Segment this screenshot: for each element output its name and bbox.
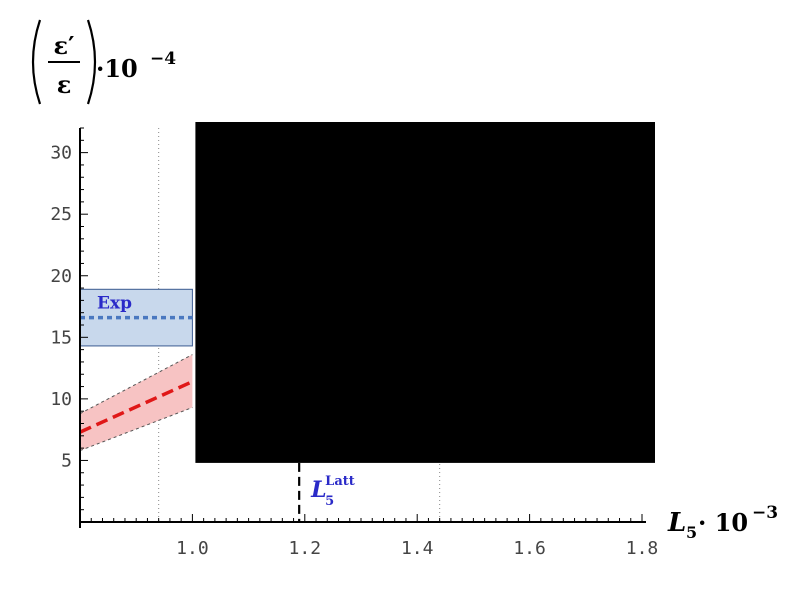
prediction-lower-edge	[79, 407, 193, 452]
y-label-right-paren	[86, 19, 97, 105]
y-axis-label: ε′ ε ·10 −4	[31, 19, 176, 105]
y-tick-label: 10	[50, 389, 72, 410]
x-tick-label: 1.8	[626, 538, 659, 559]
y-label-denominator: ε	[57, 70, 72, 99]
y-tick-label: 20	[50, 266, 72, 287]
y-label-left-paren	[31, 19, 42, 105]
y-tick-label: 30	[50, 143, 72, 164]
redacted-region	[195, 122, 655, 463]
x-tick-label: 1.0	[176, 538, 209, 559]
y-tick-label: 5	[61, 450, 72, 471]
y-label-factor-exponent: −4	[150, 49, 176, 69]
y-label-factor: ·10	[96, 54, 138, 83]
x-label-factor: · 10	[698, 508, 748, 537]
prediction-band	[80, 354, 193, 451]
x-tick-label: 1.4	[401, 538, 434, 559]
lattice-label-subscript: 5	[325, 494, 334, 509]
x-tick-label: 1.2	[289, 538, 322, 559]
x-label-factor-exponent: −3	[752, 503, 778, 523]
x-tick-label: 1.6	[513, 538, 546, 559]
experimental-band-label: Exp	[97, 294, 132, 314]
lattice-label-superscript: Latt	[325, 474, 355, 489]
y-tick-label: 15	[50, 327, 72, 348]
x-label-subscript: 5	[686, 523, 697, 542]
y-tick-label: 25	[50, 204, 72, 225]
y-label-numerator: ε′	[54, 31, 75, 60]
prediction-central-line	[79, 380, 194, 434]
lattice-label-symbol: L	[310, 477, 326, 503]
x-label-symbol: L	[667, 508, 686, 538]
x-axis-label: L 5 · 10 −3	[667, 503, 778, 542]
